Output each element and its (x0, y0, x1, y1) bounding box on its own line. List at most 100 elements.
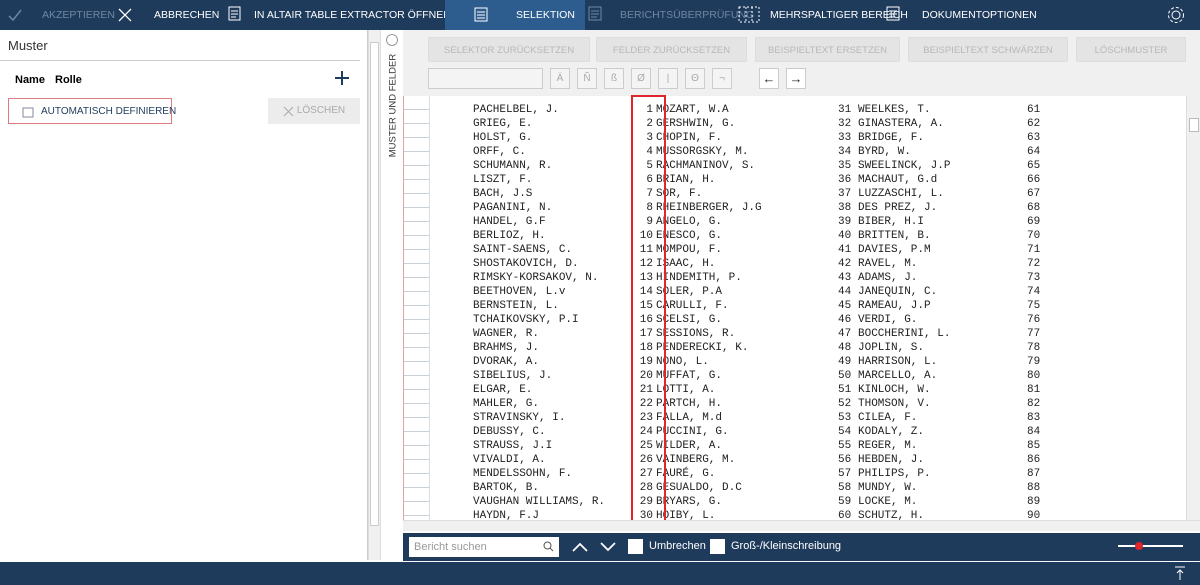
tab[interactable]: BERICHTSÜBERPRÜFUNG (620, 9, 755, 21)
report-text: 26 (639, 454, 653, 466)
scroll-thumb[interactable] (1189, 118, 1199, 132)
scroll-thumb[interactable] (370, 42, 379, 526)
character-button[interactable]: ¬ (712, 68, 732, 89)
report-text: ENESCO, G. (656, 230, 723, 242)
character-button[interactable]: Θ (685, 68, 705, 89)
report-text: PACHELBEL, J. (473, 104, 559, 116)
character-button[interactable]: → (786, 68, 806, 89)
report-text: SESSIONS, R. (656, 328, 736, 340)
report-text: JOPLIN, S. (858, 342, 925, 354)
report-view: PACHELBEL, J. 1 MOZART, W.A 31 WEELKES, T. 61… (403, 96, 1186, 520)
report-text: 24 (639, 426, 653, 438)
report-text: MAHLER, G. (473, 398, 540, 410)
accept-button[interactable]: AKZEPTIEREN (42, 9, 115, 21)
report-text: 22 (639, 398, 653, 410)
zoom-slider[interactable] (1118, 545, 1183, 547)
next-button[interactable] (599, 541, 617, 553)
open-extractor-button[interactable]: IN ALTAIR TABLE EXTRACTOR ÖFFNEN (254, 9, 451, 21)
report-text: VAINBERG, M. (656, 454, 736, 466)
report-text: GRIEG, E. (473, 118, 533, 130)
report-text: 25 (639, 440, 653, 452)
character-button[interactable]: ← (759, 68, 779, 89)
character-button[interactable]: | (658, 68, 678, 89)
report-text: MUNDY, W. (858, 482, 918, 494)
report-text: 42 (838, 258, 852, 270)
report-text: 56 (838, 454, 852, 466)
report-text: 15 (639, 300, 653, 312)
report-text: SOR, F. (656, 188, 703, 200)
report-text: BRYARS, G. (656, 496, 723, 508)
report-text: 73 (1027, 272, 1041, 284)
report-text: 30 (639, 510, 653, 520)
tab[interactable]: DOKUMENTOPTIONEN (922, 9, 1037, 21)
left-scrollbar[interactable] (368, 30, 380, 560)
character-button[interactable]: ß (604, 68, 624, 89)
dropdown[interactable] (428, 68, 543, 89)
delete-button[interactable]: LÖSCHEN (268, 98, 360, 124)
wrap-checkbox[interactable] (628, 539, 643, 554)
report-text: RAVEL, M. (858, 258, 918, 270)
report-text: ADAMS, J. (858, 272, 918, 284)
report-text: PHILIPS, P. (858, 468, 931, 480)
auto-define-button[interactable]: AUTOMATISCH DEFINIEREN (8, 98, 176, 124)
report-action-button[interactable]: BEISPIELTEXT SCHWÄRZEN (908, 37, 1068, 62)
search-input[interactable]: Bericht suchen (409, 537, 559, 557)
report-action-button[interactable]: FELDER ZURÜCKSETZEN (596, 37, 747, 62)
report-text: KODALY, Z. (858, 426, 925, 438)
report-text: 68 (1027, 202, 1041, 214)
expand-button[interactable] (1172, 565, 1188, 581)
cancel-button[interactable]: ABBRECHEN (154, 9, 220, 21)
report-text: 28 (639, 482, 653, 494)
report-text: 36 (838, 174, 852, 186)
report-text: 50 (838, 370, 852, 382)
report-text: HOLST, G. (473, 132, 533, 144)
report-text: GINASTERA, A. (858, 118, 944, 130)
report-text: ANGELO, G. (656, 216, 723, 228)
report-text: 84 (1027, 426, 1041, 438)
report-text: HANDEL, G.F (473, 216, 546, 228)
zoom-thumb[interactable] (1135, 542, 1143, 550)
report-text: BEETHOVEN, L.v (473, 286, 566, 298)
report-action-button[interactable]: BEISPIELTEXT ERSETZEN (755, 37, 900, 62)
report-text: 16 (639, 314, 653, 326)
report-hscroll[interactable] (403, 520, 1200, 531)
report-text: 80 (1027, 370, 1041, 382)
panel-title: Muster (8, 38, 48, 53)
report-text: 52 (838, 398, 852, 410)
report-text: 54 (838, 426, 852, 438)
report-text: MACHAUT, G.d (858, 174, 938, 186)
report-text: LISZT, F. (473, 174, 533, 186)
report-text: 9 (646, 216, 653, 228)
report-text: 60 (838, 510, 852, 520)
settings-button[interactable] (1166, 5, 1186, 25)
report-toolbar: SELEKTOR ZURÜCKSETZEN FELDER ZURÜCKSETZEN… (403, 30, 1200, 96)
report-text: 81 (1027, 384, 1041, 396)
tab[interactable]: SELEKTION (516, 9, 575, 21)
character-button[interactable]: Ä (550, 68, 570, 89)
report-text: CHOPIN, F. (656, 132, 723, 144)
report-text: BOCCHERINI, L. (858, 328, 951, 340)
report-action-button[interactable]: LÖSCHMUSTER (1076, 37, 1186, 62)
line-gutter (404, 96, 430, 520)
character-button[interactable]: Ñ (577, 68, 597, 89)
character-button[interactable]: Ø (631, 68, 651, 89)
side-tab[interactable]: MUSTER UND FELDER (387, 53, 399, 158)
report-vscroll[interactable] (1186, 96, 1200, 520)
report-text: PUCCINI, G. (656, 426, 729, 438)
report-text: SIBELIUS, J. (473, 370, 553, 382)
previous-button[interactable] (571, 541, 589, 553)
collapse-button[interactable] (386, 34, 398, 46)
tab[interactable]: MEHRSPALTIGER BEREICH (770, 9, 908, 21)
report-text: DVORAK, A. (473, 356, 540, 368)
report-text: 63 (1027, 132, 1041, 144)
report-text: 14 (639, 286, 653, 298)
accept-icon (8, 9, 22, 22)
report-action-button[interactable]: SELEKTOR ZURÜCKSETZEN (428, 37, 590, 62)
report-text: 65 (1027, 160, 1041, 172)
wrap-label: Umbrechen (649, 540, 706, 552)
case-checkbox[interactable] (710, 539, 725, 554)
report-text: 6 (646, 174, 653, 186)
add-button[interactable] (334, 70, 350, 86)
